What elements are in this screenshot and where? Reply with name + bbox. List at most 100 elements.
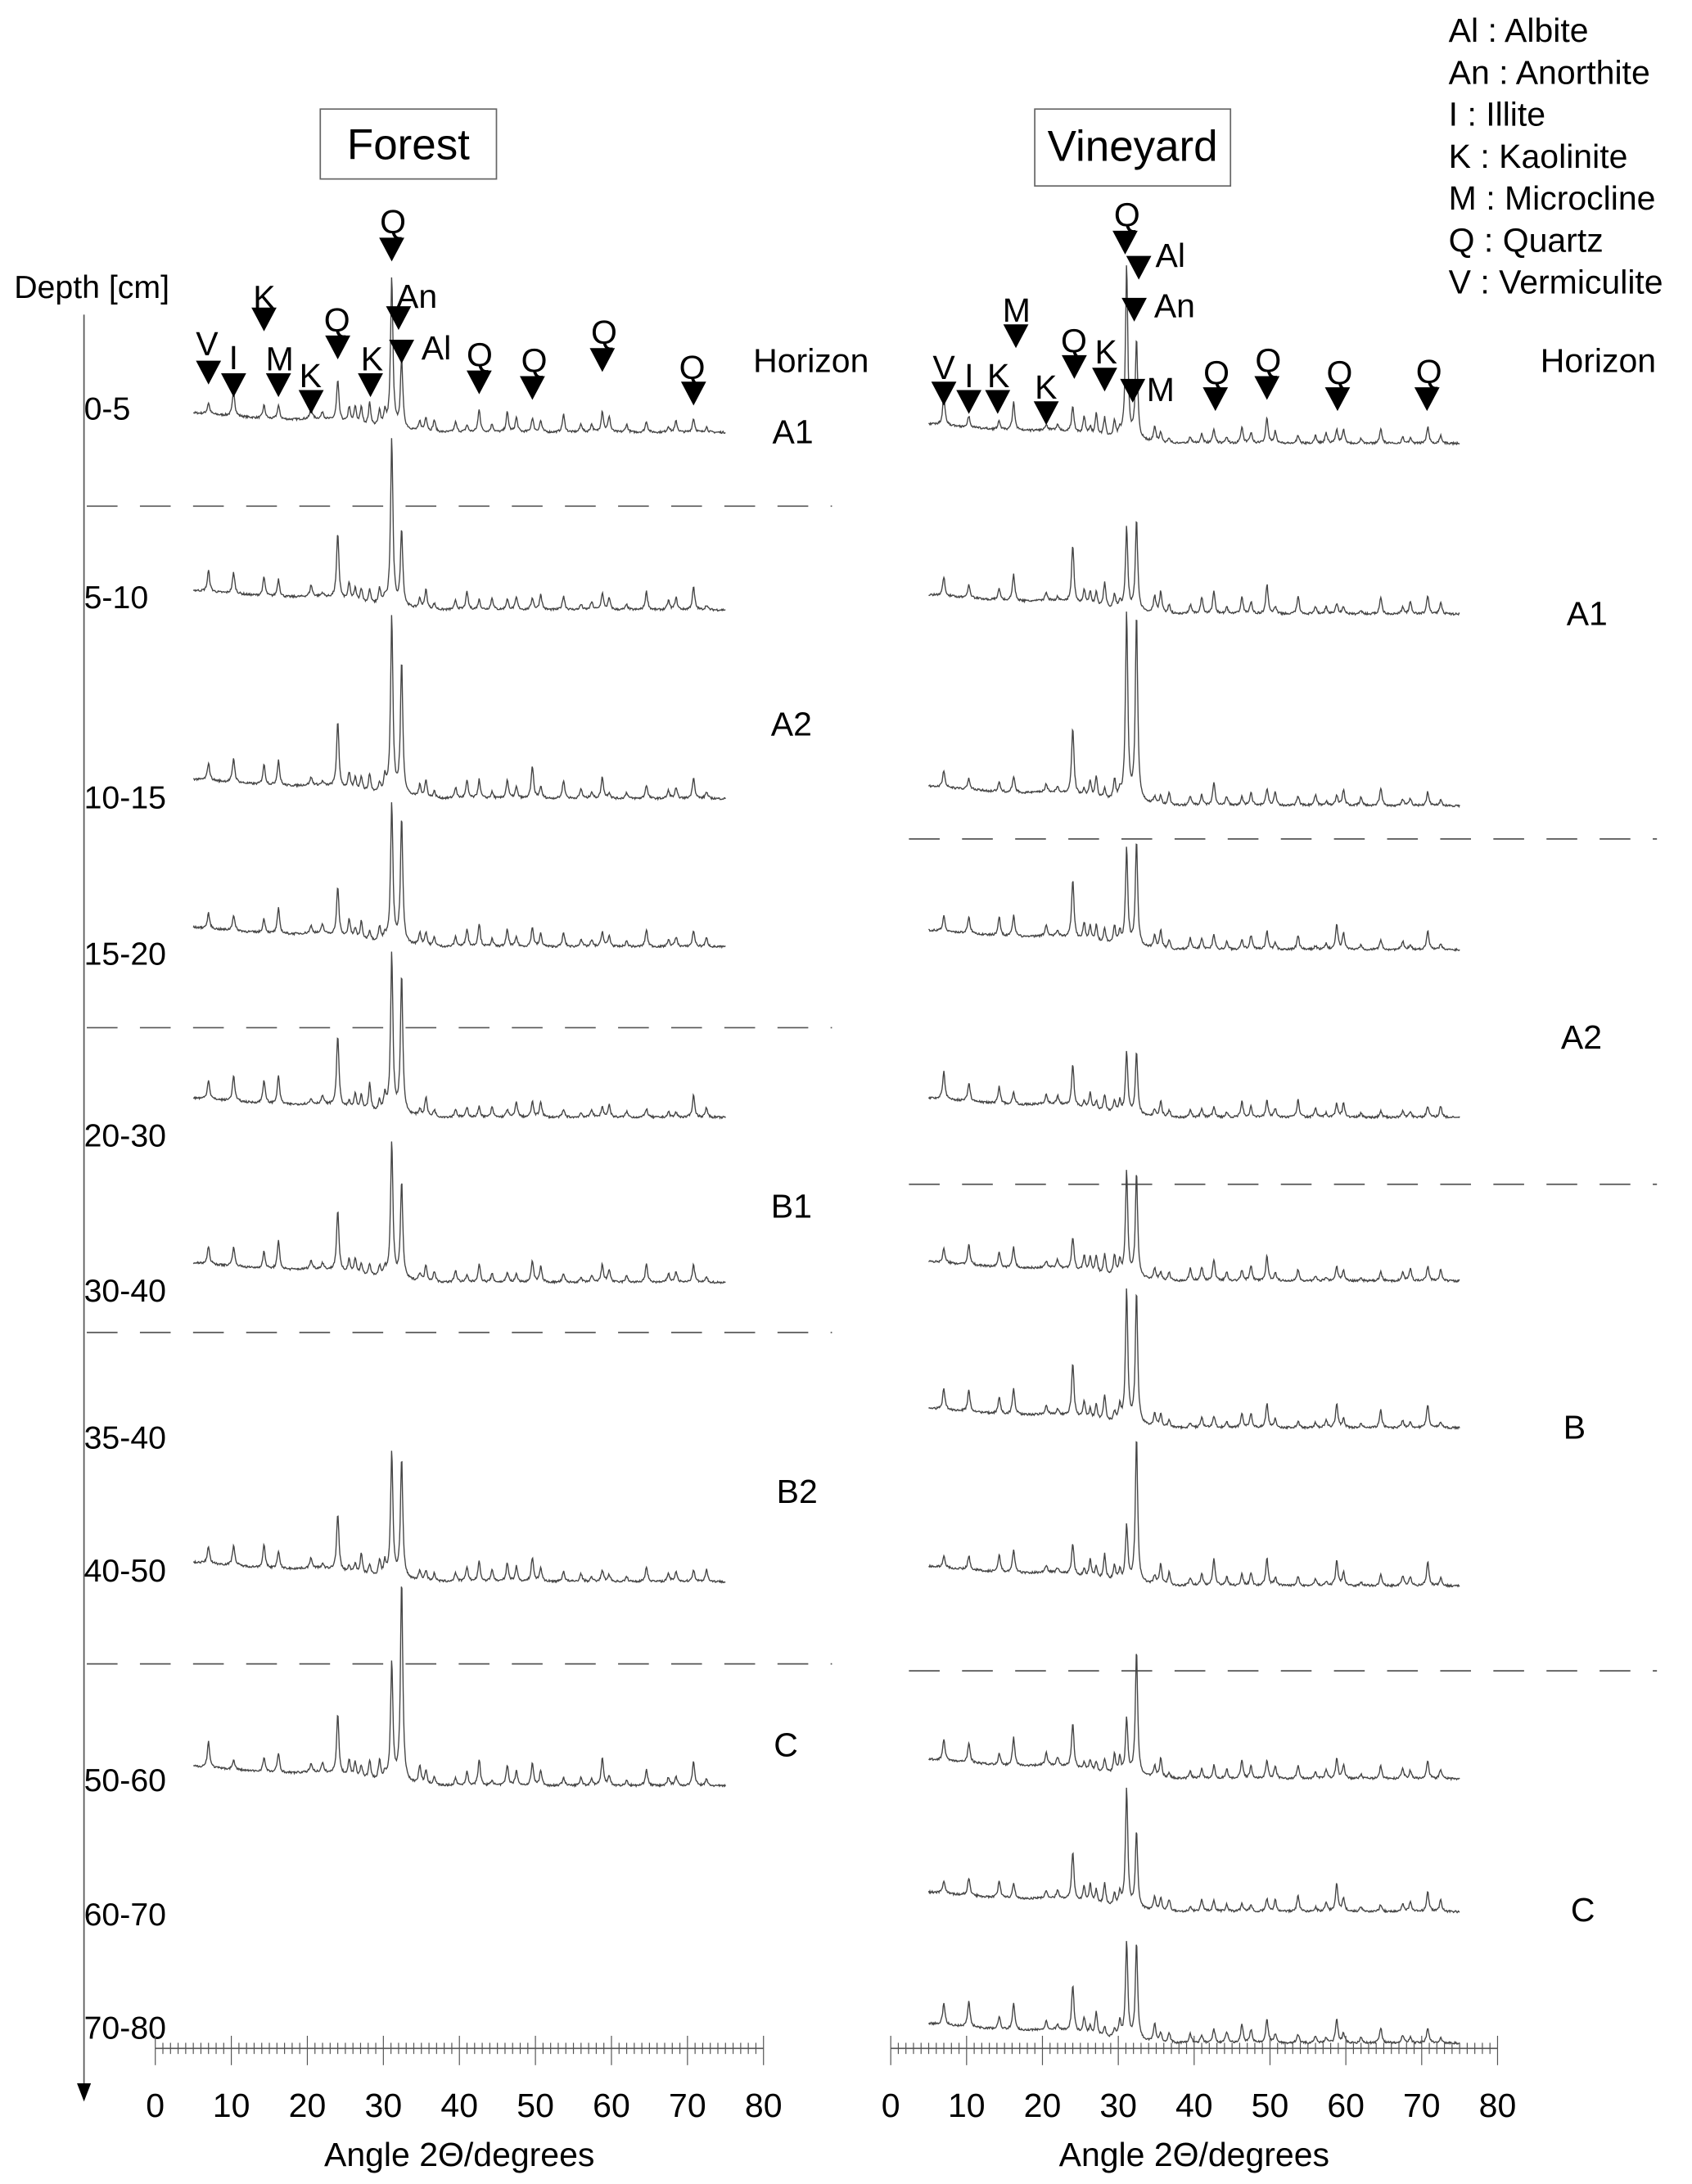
vineyard-x-axis-title: Angle 2Θ/degrees: [1059, 2136, 1329, 2173]
depth-label: 60-70: [84, 1897, 166, 1933]
depth-label: 5-10: [84, 580, 149, 616]
forest-peak-marker-label: An: [396, 278, 437, 315]
vineyard-peak-marker-label: An: [1154, 287, 1195, 325]
forest-peak-marker-arrow-icon: [680, 381, 706, 406]
forest-title: Forest: [347, 121, 470, 169]
forest-horizon-label: B1: [771, 1188, 812, 1225]
forest-peak-marker-label: I: [229, 339, 238, 377]
legend-entry: K : Kaolinite: [1449, 138, 1628, 175]
forest-x-tick-label: 20: [289, 2087, 327, 2124]
depth-label: 40-50: [84, 1553, 166, 1589]
vineyard-peak-marker-label: Q: [1114, 196, 1140, 234]
forest-peak-marker-label: K: [361, 341, 383, 378]
forest-peak-marker-label: Q: [324, 301, 350, 339]
vineyard-peak-marker-arrow-icon: [1120, 378, 1146, 403]
vineyard-peak-marker-label: Q: [1203, 354, 1230, 392]
forest-x-tick-label: 70: [669, 2087, 706, 2124]
legend-entry: V : Vermiculite: [1449, 264, 1663, 301]
forest-xrd-trace: [193, 615, 726, 801]
vineyard-peak-marker-arrow-icon: [1254, 376, 1280, 400]
depth-axis-label: Depth [cm]: [14, 269, 169, 305]
vineyard-peak-marker-label: V: [932, 349, 955, 386]
forest-peak-marker-arrow-icon: [386, 306, 412, 331]
depth-label: 70-80: [84, 2010, 166, 2046]
forest-peak-marker-label: Al: [422, 329, 451, 367]
vineyard-title: Vineyard: [1048, 122, 1218, 170]
vineyard-xrd-trace: [928, 1654, 1460, 1782]
forest-peak-marker-arrow-icon: [358, 373, 383, 398]
vineyard-xrd-trace: [927, 1170, 1460, 1284]
vineyard-peak-marker-label: M: [1147, 371, 1175, 408]
forest-peak-marker-arrow-icon: [379, 237, 404, 262]
forest-xrd-trace: [193, 277, 726, 435]
vineyard-horizon-label: A2: [1561, 1018, 1602, 1056]
forest-xrd-trace: [192, 802, 726, 950]
legend-entry: Q : Quartz: [1449, 221, 1604, 259]
depth-label: 35-40: [84, 1420, 166, 1456]
vineyard-x-tick-label: 80: [1479, 2087, 1517, 2124]
vineyard-peak-marker-arrow-icon: [1202, 387, 1229, 412]
vineyard-peak-marker-label: K: [1035, 368, 1057, 406]
legend-entry: I : Illite: [1449, 96, 1545, 133]
forest-peak-marker-arrow-icon: [466, 370, 492, 395]
forest-peak-marker-arrow-icon: [221, 373, 246, 398]
vineyard-peak-marker-label: Al: [1156, 237, 1185, 274]
vineyard-peak-marker-arrow-icon: [1033, 401, 1059, 426]
legend-entry: M : Microcline: [1449, 179, 1656, 217]
depth-arrow-icon: [77, 2083, 92, 2102]
vineyard-peak-marker-arrow-icon: [931, 381, 957, 406]
depth-label: 50-60: [84, 1762, 166, 1798]
vineyard-x-tick-label: 20: [1024, 2087, 1062, 2124]
legend-entry: An : Anorthite: [1449, 53, 1650, 91]
vineyard-xrd-trace: [927, 1941, 1460, 2046]
vineyard-x-tick-label: 10: [948, 2087, 986, 2124]
forest-horizon-label: A2: [771, 705, 812, 742]
forest-x-tick-label: 10: [213, 2087, 250, 2124]
vineyard-x-tick-label: 0: [882, 2087, 900, 2124]
vineyard-peak-marker-arrow-icon: [1003, 324, 1029, 349]
vineyard-peak-marker-label: Q: [1327, 354, 1353, 392]
vineyard-x-tick-label: 40: [1175, 2087, 1213, 2124]
forest-peak-marker-label: M: [266, 341, 294, 378]
vineyard-peak-marker-label: Q: [1255, 341, 1281, 379]
forest-peak-marker-label: K: [253, 278, 275, 316]
forest-peak-marker-arrow-icon: [265, 373, 291, 398]
vineyard-peak-marker-label: Q: [1416, 353, 1442, 390]
vineyard-peak-marker-arrow-icon: [1414, 387, 1440, 412]
vineyard-xrd-trace: [928, 1441, 1460, 1589]
vineyard-peak-marker-arrow-icon: [1126, 255, 1152, 280]
vineyard-horizon-label: B: [1563, 1409, 1586, 1446]
forest-x-tick-label: 30: [365, 2087, 403, 2124]
forest-xrd-trace: [193, 1586, 726, 1789]
vineyard-peak-marker-arrow-icon: [1324, 387, 1351, 412]
vineyard-peak-marker-arrow-icon: [1112, 230, 1138, 255]
forest-peak-marker-arrow-icon: [196, 360, 222, 385]
vineyard-peak-marker-arrow-icon: [956, 390, 981, 414]
vineyard-x-tick-label: 70: [1403, 2087, 1441, 2124]
forest-peak-marker-label: Q: [679, 349, 706, 386]
forest-peak-marker-label: Q: [380, 203, 406, 241]
forest-xrd-trace: [192, 1451, 726, 1584]
depth-label: 20-30: [84, 1118, 166, 1154]
vineyard-horizon-header: Horizon: [1541, 341, 1656, 379]
vineyard-x-tick-label: 50: [1252, 2087, 1289, 2124]
forest-x-tick-label: 0: [146, 2087, 165, 2124]
vineyard-xrd-trace: [928, 521, 1460, 616]
vineyard-horizon-label: C: [1571, 1891, 1595, 1929]
forest-peak-marker-arrow-icon: [325, 335, 350, 359]
forest-horizon-label: B2: [777, 1473, 818, 1510]
forest-xrd-trace: [192, 438, 726, 612]
vineyard-xrd-trace: [928, 1288, 1460, 1431]
forest-peak-marker-label: Q: [591, 314, 617, 351]
forest-peak-marker-label: K: [300, 357, 322, 395]
depth-label: 15-20: [84, 936, 166, 972]
forest-horizon-label: C: [774, 1726, 798, 1763]
depth-label: 0-5: [84, 390, 131, 426]
vineyard-xrd-trace: [927, 611, 1460, 809]
forest-peak-marker-label: Q: [521, 341, 548, 379]
forest-xrd-trace: [192, 1141, 726, 1285]
vineyard-xrd-trace: [928, 843, 1460, 952]
forest-peak-marker-arrow-icon: [589, 348, 616, 372]
vineyard-peak-marker-label: I: [964, 357, 973, 395]
vineyard-peak-marker-arrow-icon: [985, 390, 1011, 414]
